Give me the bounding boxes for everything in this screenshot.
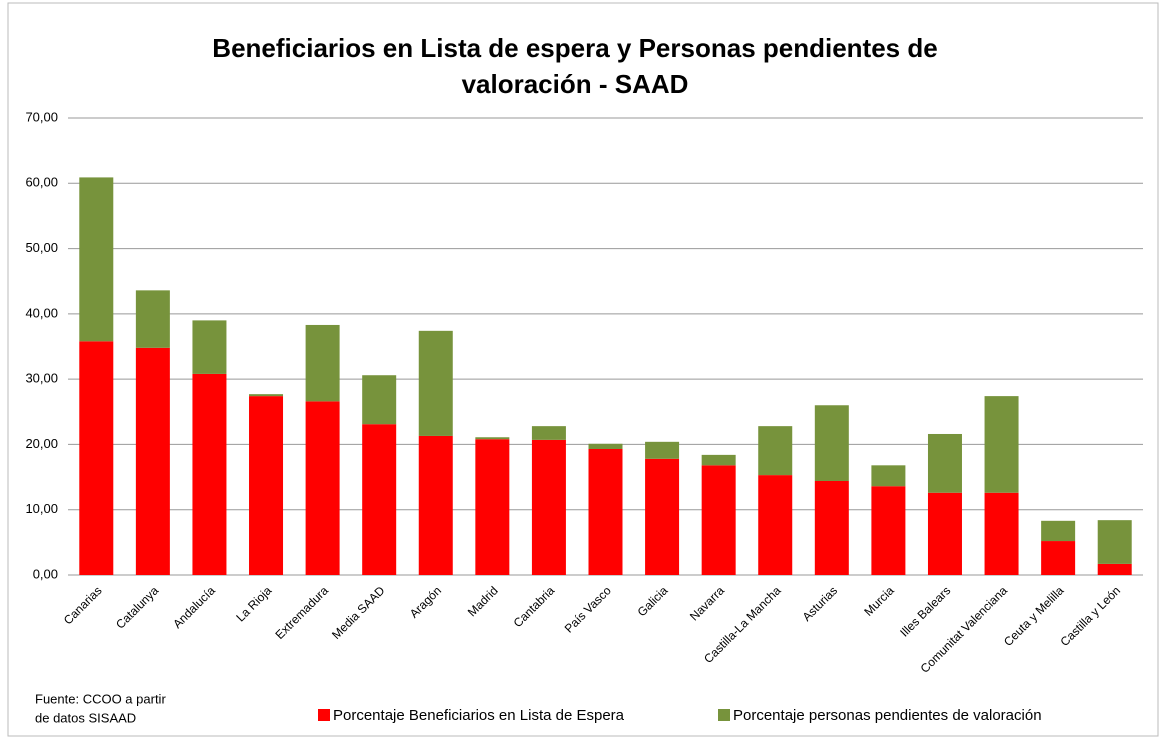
bar-segment <box>362 375 397 425</box>
x-tick-label: Murcia <box>861 583 897 619</box>
legend-swatch <box>718 709 730 721</box>
x-tick-label: Asturias <box>800 583 841 624</box>
legend-label: Porcentaje personas pendientes de valora… <box>733 707 1042 724</box>
bar-segment <box>1097 520 1132 564</box>
bar-segment <box>79 341 114 575</box>
bar-segment <box>135 290 170 348</box>
legend-swatch <box>318 709 330 721</box>
bar-segment <box>984 396 1019 493</box>
x-tick-label: Castilla y León <box>1058 583 1124 649</box>
x-tick-label: Catalunya <box>113 583 161 631</box>
bar-segment <box>871 486 906 575</box>
bar-segment <box>645 441 680 459</box>
bar-segment <box>588 443 623 449</box>
x-tick-label: Navarra <box>687 583 727 623</box>
bar-segment <box>305 401 340 575</box>
bar-segment <box>418 330 453 436</box>
bar-segment <box>531 426 566 440</box>
bar-segment <box>758 475 793 575</box>
x-tick-label: Illes Balears <box>897 583 953 639</box>
y-tick-label: 50,00 <box>25 240 58 255</box>
bar-segment <box>758 426 793 476</box>
legend-label: Porcentaje Beneficiarios en Lista de Esp… <box>333 707 625 724</box>
bar-segment <box>79 177 114 342</box>
bar-segment <box>984 492 1019 575</box>
x-tick-label: Extremadura <box>272 583 331 642</box>
bar-segment <box>1041 520 1076 542</box>
chart-title: Beneficiarios en Lista de espera y Perso… <box>212 33 938 99</box>
bar-segment <box>701 454 736 466</box>
bar-segment <box>475 437 510 440</box>
bar-segment <box>1041 541 1076 575</box>
x-tick-label: La Rioja <box>233 583 274 624</box>
bar-segment <box>249 394 284 397</box>
bar-segment <box>531 439 566 575</box>
x-tick-label: País Vasco <box>562 583 614 635</box>
x-tick-label: Cantabria <box>511 583 558 630</box>
source-line: Fuente: CCOO a partir <box>35 691 166 706</box>
x-tick-label: Media SAAD <box>329 583 388 642</box>
bar-segment <box>249 396 284 575</box>
source-line: de datos SISAAD <box>35 710 136 725</box>
y-tick-label: 40,00 <box>25 305 58 320</box>
bar-segment <box>418 435 453 575</box>
x-tick-label: Aragón <box>407 583 444 620</box>
bar-segment <box>362 424 397 575</box>
x-tick-label: Galicia <box>635 583 671 619</box>
bar-segment <box>192 320 227 374</box>
y-tick-label: 0,00 <box>33 566 58 581</box>
bar-segment <box>192 373 227 575</box>
y-tick-label: 70,00 <box>25 109 58 124</box>
x-tick-label: Andalucía <box>170 583 218 631</box>
x-tick-label: Canarias <box>61 583 105 627</box>
bar-segment <box>814 480 849 575</box>
bar-segment <box>927 433 962 493</box>
bar-segment <box>927 492 962 575</box>
y-tick-label: 20,00 <box>25 436 58 451</box>
bar-segment <box>701 465 736 575</box>
y-tick-label: 30,00 <box>25 371 58 386</box>
chart-border <box>7 2 1159 737</box>
bar-segment <box>135 347 170 575</box>
bar-segment <box>475 439 510 575</box>
x-tick-label: Madrid <box>465 583 501 619</box>
y-tick-label: 60,00 <box>25 175 58 190</box>
bar-segment <box>645 458 680 575</box>
bar-segment <box>814 405 849 481</box>
bar-segment <box>588 448 623 575</box>
bar-segment <box>871 465 906 487</box>
bar-segment <box>305 324 340 402</box>
bar-segment <box>1097 563 1132 575</box>
y-tick-label: 10,00 <box>25 501 58 516</box>
